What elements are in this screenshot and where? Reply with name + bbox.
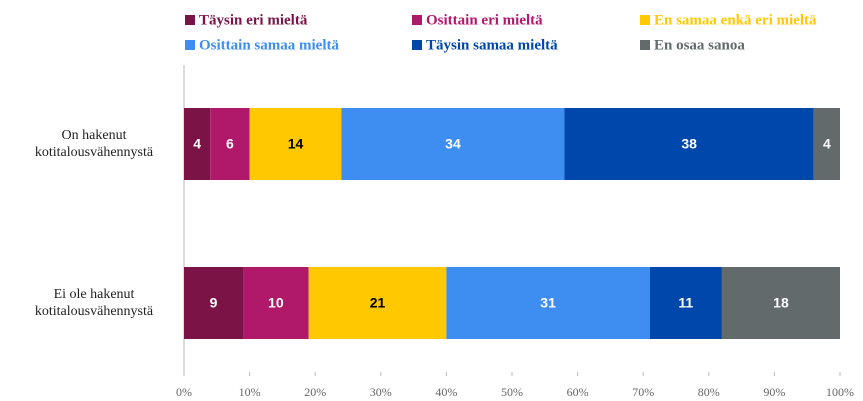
data-label: 14	[288, 136, 304, 152]
data-label: 21	[370, 295, 386, 311]
legend-label: Osittain eri mieltä	[426, 12, 543, 28]
legend-swatch	[412, 40, 422, 50]
bar-segment	[243, 267, 309, 339]
x-tick-label: 100%	[826, 385, 854, 399]
data-label: 6	[226, 136, 234, 152]
x-tick-label: 80%	[698, 385, 720, 399]
x-tick-label: 30%	[370, 385, 392, 399]
x-tick-label: 40%	[435, 385, 457, 399]
data-label: 9	[210, 295, 218, 311]
legend-label: Täysin eri mieltä	[199, 12, 308, 28]
legend-swatch	[185, 15, 195, 25]
bar-segment	[184, 108, 211, 180]
bar-segment	[308, 267, 447, 339]
legend-swatch	[640, 15, 650, 25]
legend-swatch	[640, 40, 650, 50]
x-tick-label: 70%	[632, 385, 654, 399]
category-label: On hakenut kotitalousvähennystä	[34, 128, 154, 160]
data-label: 10	[268, 295, 284, 311]
legend-label: En samaa enkä eri mieltä	[654, 12, 817, 28]
x-tick-label: 60%	[567, 385, 589, 399]
bar-segment	[564, 108, 814, 180]
data-label: 4	[823, 136, 831, 152]
data-label: 38	[681, 136, 697, 152]
bar-segment	[649, 267, 722, 339]
bar-segment	[813, 108, 840, 180]
bar-segment	[446, 267, 650, 339]
legend-swatch	[185, 40, 195, 50]
x-tick-label: 20%	[304, 385, 326, 399]
bar-segment	[249, 108, 342, 180]
bar-segment	[341, 108, 565, 180]
x-tick-label: 90%	[763, 385, 785, 399]
bar-segment	[721, 267, 840, 339]
data-label: 18	[773, 295, 789, 311]
bar-segment	[210, 108, 250, 180]
legend-label: Täysin samaa mieltä	[426, 37, 558, 53]
data-label: 34	[445, 136, 461, 152]
bar-segment	[184, 267, 244, 339]
x-tick-label: 0%	[176, 385, 192, 399]
legend-swatch	[412, 15, 422, 25]
legend-label: Osittain samaa mieltä	[199, 37, 339, 53]
data-label: 11	[678, 295, 693, 311]
category-label: Ei ole hakenut kotitalousvähennystä	[34, 287, 154, 319]
legend-label: En osaa sanoa	[654, 37, 745, 53]
x-tick-label: 10%	[239, 385, 261, 399]
x-tick-label: 50%	[501, 385, 523, 399]
data-label: 31	[540, 295, 556, 311]
data-label: 4	[193, 136, 201, 152]
